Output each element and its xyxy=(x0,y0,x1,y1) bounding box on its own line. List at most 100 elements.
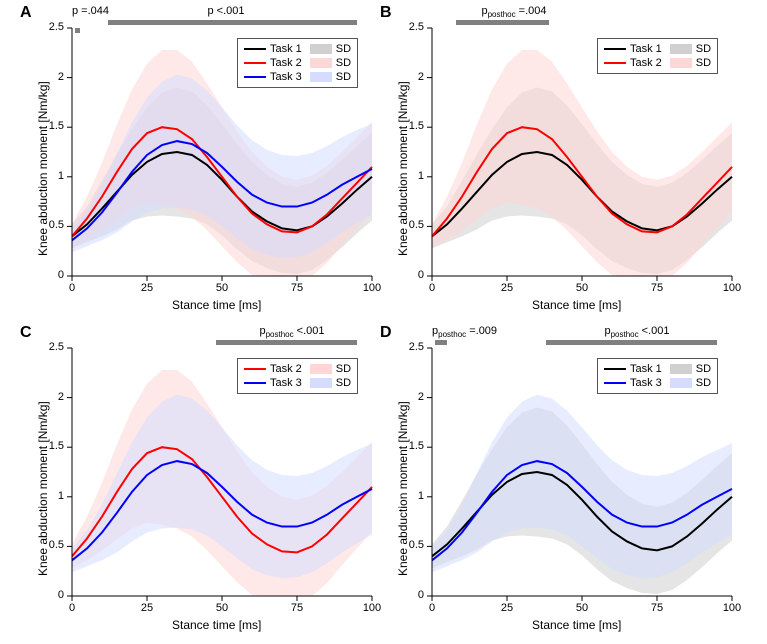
y-tick-label: 2.5 xyxy=(49,21,64,33)
y-axis-label: Knee abduction moment [Nm/kg] xyxy=(396,81,410,256)
x-tick-label: 50 xyxy=(572,282,592,294)
legend-sd-label: SD xyxy=(336,363,351,375)
legend-line-sample xyxy=(244,382,266,384)
y-tick-label: 2 xyxy=(418,71,424,83)
panel-label-a: A xyxy=(20,4,32,22)
legend-label: Task 2 xyxy=(270,57,302,69)
x-tick-label: 75 xyxy=(647,282,667,294)
p-value-label: pposthoc <.001 xyxy=(242,325,342,339)
y-tick-label: 0 xyxy=(418,269,424,281)
legend-row: Task 3 SD xyxy=(604,376,711,390)
legend-label: Task 3 xyxy=(270,377,302,389)
legend-line-sample xyxy=(604,48,626,50)
p-value-label: p =.044 xyxy=(72,5,109,17)
x-tick-label: 0 xyxy=(62,602,82,614)
significance-bar xyxy=(435,340,447,345)
panel-label-c: C xyxy=(20,324,32,342)
legend-line-sample xyxy=(244,62,266,64)
legend: Task 1 SD Task 2 SD xyxy=(597,38,718,74)
p-value-label: p <.001 xyxy=(176,5,276,17)
significance-dot xyxy=(75,28,80,33)
y-tick-label: 1.5 xyxy=(409,120,424,132)
legend-sd-label: SD xyxy=(336,71,351,83)
legend-sd-label: SD xyxy=(336,57,351,69)
legend-label: Task 1 xyxy=(270,43,302,55)
legend-sd-patch xyxy=(310,72,332,82)
legend-sd-label: SD xyxy=(696,43,711,55)
figure: 025507510000.511.522.5p <.001p =.044AKne… xyxy=(0,0,767,644)
x-axis-label: Stance time [ms] xyxy=(532,298,621,312)
legend-row: Task 2SD xyxy=(244,362,351,376)
y-tick-label: 2 xyxy=(418,391,424,403)
x-tick-label: 100 xyxy=(362,282,382,294)
y-tick-label: 1.5 xyxy=(49,440,64,452)
significance-bar xyxy=(456,20,549,25)
legend-row: Task 2 SD xyxy=(604,56,711,70)
x-tick-label: 0 xyxy=(422,602,442,614)
y-tick-label: 0.5 xyxy=(49,539,64,551)
legend-sd-patch xyxy=(670,364,692,374)
legend-label: Task 2 xyxy=(630,57,662,69)
y-tick-label: 1 xyxy=(58,490,64,502)
legend-sd-patch xyxy=(670,44,692,54)
x-tick-label: 50 xyxy=(572,602,592,614)
legend-line-sample xyxy=(244,48,266,50)
p-value-label: pposthoc <.001 xyxy=(587,325,687,339)
y-tick-label: 1 xyxy=(418,490,424,502)
y-tick-label: 0 xyxy=(58,269,64,281)
legend-label: Task 3 xyxy=(630,377,662,389)
y-tick-label: 2 xyxy=(58,391,64,403)
y-tick-label: 1.5 xyxy=(409,440,424,452)
legend-line-sample xyxy=(604,368,626,370)
x-tick-label: 0 xyxy=(62,282,82,294)
legend-sd-patch xyxy=(310,58,332,68)
legend: Task 2SDTask 3SD xyxy=(237,358,358,394)
y-axis-label: Knee abduction moment [Nm/kg] xyxy=(36,81,50,256)
legend-row: Task 1 SD xyxy=(604,42,711,56)
legend-label: Task 1 xyxy=(630,43,662,55)
panel-label-d: D xyxy=(380,324,392,342)
y-tick-label: 1 xyxy=(418,170,424,182)
x-axis-label: Stance time [ms] xyxy=(172,618,261,632)
y-tick-label: 2 xyxy=(58,71,64,83)
legend-line-sample xyxy=(244,368,266,370)
legend-sd-patch xyxy=(310,378,332,388)
legend-label: Task 3 xyxy=(270,71,302,83)
y-tick-label: 0.5 xyxy=(409,219,424,231)
legend-row: Task 3SD xyxy=(244,376,351,390)
y-tick-label: 2.5 xyxy=(49,341,64,353)
p-value-label: pposthoc =.009 xyxy=(432,325,497,339)
legend-line-sample xyxy=(604,382,626,384)
y-axis-label: Knee abduction moment [Nm/kg] xyxy=(36,401,50,576)
x-tick-label: 75 xyxy=(287,602,307,614)
y-tick-label: 1.5 xyxy=(49,120,64,132)
y-tick-label: 2.5 xyxy=(409,21,424,33)
x-tick-label: 25 xyxy=(497,282,517,294)
p-value-label: pposthoc =.004 xyxy=(464,5,564,19)
legend-row: Task 2 SD xyxy=(244,56,351,70)
y-tick-label: 1 xyxy=(58,170,64,182)
x-axis-label: Stance time [ms] xyxy=(172,298,261,312)
significance-bar xyxy=(108,20,357,25)
x-tick-label: 0 xyxy=(422,282,442,294)
y-tick-label: 0 xyxy=(58,589,64,601)
task2-sd-band xyxy=(432,50,732,276)
legend-sd-patch xyxy=(670,58,692,68)
legend-sd-label: SD xyxy=(696,377,711,389)
legend: Task 1 SD Task 3 SD xyxy=(597,358,718,394)
significance-bar xyxy=(216,340,357,345)
legend: Task 1 SD Task 2 SD Task 3 SD xyxy=(237,38,358,88)
y-tick-label: 0.5 xyxy=(49,219,64,231)
panel-label-b: B xyxy=(380,4,392,22)
y-tick-label: 2.5 xyxy=(409,341,424,353)
y-tick-label: 0.5 xyxy=(409,539,424,551)
legend-sd-label: SD xyxy=(696,57,711,69)
significance-bar xyxy=(546,340,717,345)
legend-row: Task 3 SD xyxy=(244,70,351,84)
x-tick-label: 25 xyxy=(497,602,517,614)
x-tick-label: 50 xyxy=(212,602,232,614)
legend-label: Task 1 xyxy=(630,363,662,375)
legend-sd-patch xyxy=(310,44,332,54)
legend-sd-label: SD xyxy=(336,43,351,55)
legend-sd-label: SD xyxy=(696,363,711,375)
